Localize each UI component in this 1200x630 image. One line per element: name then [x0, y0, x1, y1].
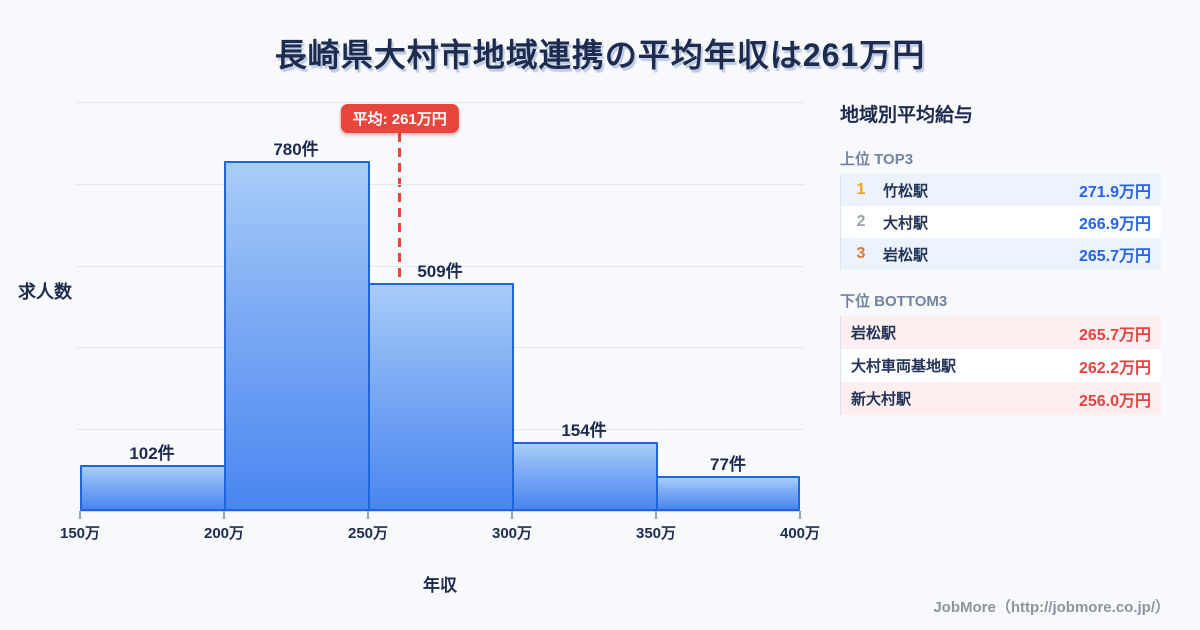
- table-row: 2 大村駅 266.9万円: [841, 206, 1161, 238]
- bar-value-label: 154件: [561, 420, 607, 440]
- station-name: 大村車両基地駅: [851, 358, 957, 375]
- table-row: 3 岩松駅 265.7万円: [841, 238, 1161, 270]
- histogram-bar: [224, 161, 370, 511]
- table-row: 岩松駅 265.7万円: [841, 316, 1161, 349]
- station-name: 新大村駅: [851, 391, 912, 408]
- bottom3-section-title: 下位 BOTTOM3: [840, 293, 948, 310]
- station-name: 竹松駅: [883, 182, 929, 200]
- salary-value: 256.0万円: [1078, 392, 1151, 410]
- x-tick-label: 350万: [635, 525, 677, 542]
- bar-value-label: 780件: [273, 140, 319, 160]
- x-tick-label: 150万: [59, 525, 101, 542]
- gridline: [76, 183, 804, 185]
- table-row: 新大村駅 256.0万円: [841, 382, 1161, 415]
- x-axis-tick: [79, 511, 81, 519]
- x-axis-tick: [655, 511, 657, 519]
- sidebar-heading: 地域別平均給与: [840, 105, 974, 126]
- histogram-bar: [368, 282, 514, 511]
- top3-table: 1 竹松駅 271.9万円 2 大村駅 266.9万円 3 岩松駅 265.7万円: [840, 174, 1161, 270]
- bottom3-table: 岩松駅 265.7万円大村車両基地駅 262.2万円新大村駅 256.0万円: [840, 316, 1161, 415]
- x-tick-label: 300万: [491, 525, 533, 542]
- x-axis-label: 年収: [423, 576, 457, 595]
- salary-value: 271.9万円: [1078, 184, 1151, 201]
- x-axis-tick: [223, 511, 225, 519]
- rank-number: 2: [856, 213, 866, 230]
- gridline: [76, 265, 804, 267]
- table-row: 大村車両基地駅 262.2万円: [841, 349, 1161, 382]
- salary-value: 262.2万円: [1078, 359, 1151, 377]
- x-tick-label: 200万: [203, 525, 245, 542]
- histogram-bar: [80, 465, 226, 511]
- x-axis-tick: [799, 511, 801, 519]
- bar-value-label: 509件: [417, 261, 463, 281]
- station-name: 岩松駅: [851, 325, 897, 342]
- gridline: [76, 102, 804, 103]
- page-title: 長崎県大村市地域連携の平均年収は261万円: [274, 37, 926, 73]
- histogram-bar: [656, 476, 800, 511]
- salary-value: 265.7万円: [1078, 248, 1151, 265]
- x-tick-label: 400万: [779, 525, 821, 542]
- credit-text: JobMore（http://jobmore.co.jp/）: [933, 599, 1170, 616]
- salary-value: 265.7万円: [1078, 326, 1151, 344]
- bar-value-label: 102件: [129, 444, 175, 464]
- x-tick-label: 250万: [347, 525, 389, 542]
- y-axis-label: 求人数: [18, 282, 72, 302]
- table-row: 1 竹松駅 271.9万円: [841, 174, 1161, 206]
- bar-value-label: 77件: [710, 455, 746, 475]
- x-axis-tick: [511, 511, 513, 519]
- station-name: 岩松駅: [883, 246, 929, 264]
- station-name: 大村駅: [883, 214, 929, 232]
- histogram-bar: [512, 441, 658, 511]
- salary-value: 266.9万円: [1078, 216, 1151, 233]
- average-badge: 平均: 261万円: [340, 104, 459, 133]
- x-axis-line: [80, 511, 802, 512]
- rank-number: 1: [856, 181, 866, 198]
- x-axis-tick: [367, 511, 369, 519]
- rank-number: 3: [856, 245, 866, 262]
- top3-section-title: 上位 TOP3: [840, 151, 914, 168]
